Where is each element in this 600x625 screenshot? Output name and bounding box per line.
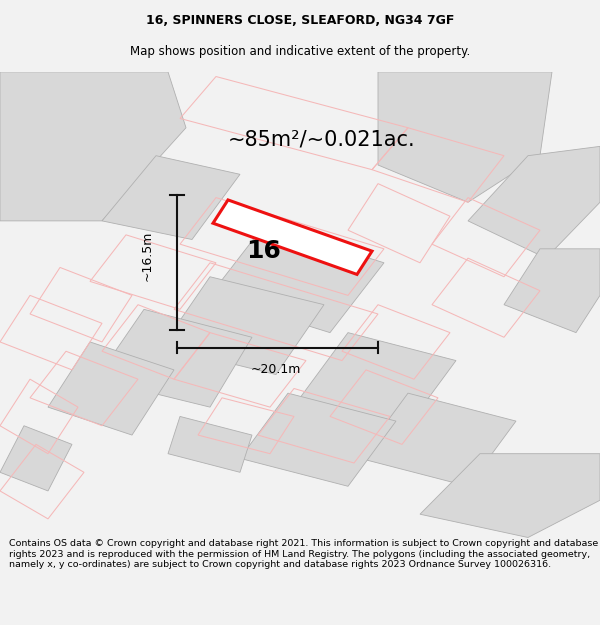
Polygon shape [48,342,174,435]
Polygon shape [378,72,552,202]
Polygon shape [240,393,396,486]
Polygon shape [360,393,516,486]
Polygon shape [468,146,600,258]
Text: 16: 16 [247,239,281,263]
Text: 16, SPINNERS CLOSE, SLEAFORD, NG34 7GF: 16, SPINNERS CLOSE, SLEAFORD, NG34 7GF [146,14,454,27]
Polygon shape [102,156,240,239]
Text: Contains OS data © Crown copyright and database right 2021. This information is : Contains OS data © Crown copyright and d… [9,539,598,569]
Polygon shape [300,332,456,426]
Polygon shape [504,249,600,332]
Text: ~85m²/~0.021ac.: ~85m²/~0.021ac. [228,129,416,149]
Polygon shape [96,309,252,407]
Polygon shape [210,226,384,332]
Text: ~20.1m: ~20.1m [251,363,301,376]
Polygon shape [168,416,252,472]
Polygon shape [0,426,72,491]
Polygon shape [213,200,372,274]
Polygon shape [0,72,186,221]
Text: Map shows position and indicative extent of the property.: Map shows position and indicative extent… [130,45,470,58]
Polygon shape [420,454,600,538]
Text: ~16.5m: ~16.5m [140,231,154,281]
Polygon shape [162,277,324,374]
